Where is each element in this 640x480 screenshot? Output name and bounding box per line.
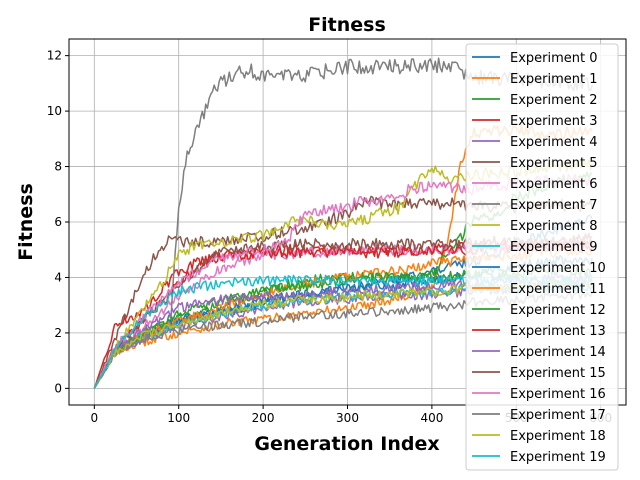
- legend-label-9: Experiment 9: [510, 240, 598, 255]
- legend-label-5: Experiment 5: [510, 156, 598, 171]
- legend-label-2: Experiment 2: [510, 93, 598, 108]
- legend-label-17: Experiment 17: [510, 408, 606, 423]
- legend-label-10: Experiment 10: [510, 261, 606, 276]
- x-tick-label-0: 0: [90, 411, 98, 425]
- legend-label-12: Experiment 12: [510, 303, 606, 318]
- y-tick-label-4: 8: [54, 160, 62, 174]
- legend-label-16: Experiment 16: [510, 387, 606, 402]
- legend-label-14: Experiment 14: [510, 345, 606, 360]
- legend: Experiment 0 Experiment 1 Experiment 2 Expe…: [465, 43, 619, 471]
- legend-box: [465, 43, 619, 471]
- x-tick-label-4: 400: [420, 411, 443, 425]
- legend-label-1: Experiment 1: [510, 72, 598, 87]
- legend-label-19: Experiment 19: [510, 450, 606, 465]
- x-tick-label-1: 100: [167, 411, 190, 425]
- chart-title: Fitness: [308, 14, 386, 36]
- legend-label-6: Experiment 6: [510, 177, 598, 192]
- y-axis-label: Fitness: [15, 183, 37, 261]
- legend-label-8: Experiment 8: [510, 219, 598, 234]
- legend-label-3: Experiment 3: [510, 114, 598, 129]
- x-tick-label-2: 200: [252, 411, 275, 425]
- legend-label-11: Experiment 11: [510, 282, 606, 297]
- y-tick-label-2: 4: [54, 270, 62, 284]
- y-tick-label-5: 10: [47, 104, 62, 118]
- y-tick-label-1: 2: [54, 326, 62, 340]
- legend-label-15: Experiment 15: [510, 366, 606, 381]
- y-tick-label-3: 6: [54, 215, 62, 229]
- legend-label-18: Experiment 18: [510, 429, 606, 444]
- y-tick-label-0: 0: [54, 381, 62, 395]
- x-tick-label-3: 300: [336, 411, 359, 425]
- legend-label-4: Experiment 4: [510, 135, 598, 150]
- legend-label-13: Experiment 13: [510, 324, 606, 339]
- x-axis-label: Generation Index: [254, 433, 439, 455]
- legend-label-0: Experiment 0: [510, 51, 598, 66]
- legend-label-7: Experiment 7: [510, 198, 598, 213]
- y-tick-label-6: 12: [47, 49, 62, 63]
